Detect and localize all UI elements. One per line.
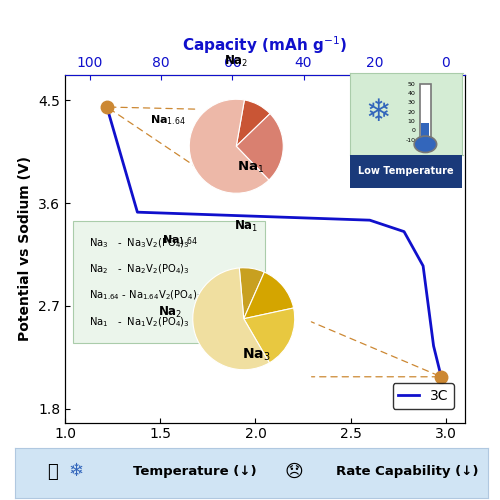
Text: 😞: 😞 [284, 462, 303, 480]
Text: -10: -10 [405, 138, 415, 142]
Bar [422, 123, 430, 140]
Text: Na$_3$: Na$_3$ [242, 346, 270, 362]
Text: 10: 10 [408, 119, 415, 124]
X-axis label: Capacity (mAh g$^{-1}$): Capacity (mAh g$^{-1}$) [182, 34, 348, 56]
Wedge shape [236, 114, 283, 180]
Text: 20: 20 [408, 110, 415, 114]
Text: 0: 0 [412, 128, 415, 134]
Text: ❄: ❄ [69, 462, 84, 480]
Text: Na$_1$: Na$_1$ [234, 220, 258, 234]
Wedge shape [244, 308, 294, 363]
Text: ❄: ❄ [366, 98, 391, 126]
Y-axis label: Potential vs Sodium (V): Potential vs Sodium (V) [18, 156, 32, 341]
Text: 40: 40 [408, 91, 415, 96]
Text: Na$_{1.64}$: Na$_{1.64}$ [162, 233, 198, 246]
Text: Na$_1$: Na$_1$ [237, 160, 264, 175]
Text: 50: 50 [408, 82, 415, 86]
Text: 30: 30 [408, 100, 415, 105]
Circle shape [414, 136, 436, 152]
Text: Low Temperature: Low Temperature [358, 166, 454, 176]
Text: Temperature (↓): Temperature (↓) [132, 465, 256, 478]
Wedge shape [244, 272, 294, 319]
Text: 🌤: 🌤 [48, 462, 58, 480]
Text: Na$_3$   -  Na$_3$V$_2$(PO$_4$)$_3$: Na$_3$ - Na$_3$V$_2$(PO$_4$)$_3$ [89, 236, 190, 250]
Wedge shape [190, 100, 269, 193]
Wedge shape [236, 100, 270, 146]
Text: Na$_2$: Na$_2$ [158, 305, 182, 320]
Text: Na$_2$   -  Na$_2$V$_2$(PO$_4$)$_3$: Na$_2$ - Na$_2$V$_2$(PO$_4$)$_3$ [89, 263, 190, 276]
Wedge shape [240, 268, 264, 319]
FancyBboxPatch shape [73, 221, 265, 342]
Text: Na$_2$: Na$_2$ [224, 54, 248, 69]
Text: Rate Capability (↓): Rate Capability (↓) [336, 465, 478, 478]
Text: Na$_{1.64}$ - Na$_{1.64}$V$_2$(PO$_4$)$_3$: Na$_{1.64}$ - Na$_{1.64}$V$_2$(PO$_4$)$_… [89, 289, 202, 302]
Text: Na$_{1.64}$: Na$_{1.64}$ [150, 114, 186, 128]
Text: Na$_1$   -  Na$_1$V$_2$(PO$_4$)$_3$: Na$_1$ - Na$_1$V$_2$(PO$_4$)$_3$ [89, 315, 190, 328]
Legend: 3C: 3C [392, 384, 454, 408]
Wedge shape [193, 268, 270, 370]
X-axis label: x in Na$_x$V$_2$(PO$_4$)$_3$: x in Na$_x$V$_2$(PO$_4$)$_3$ [196, 447, 334, 466]
